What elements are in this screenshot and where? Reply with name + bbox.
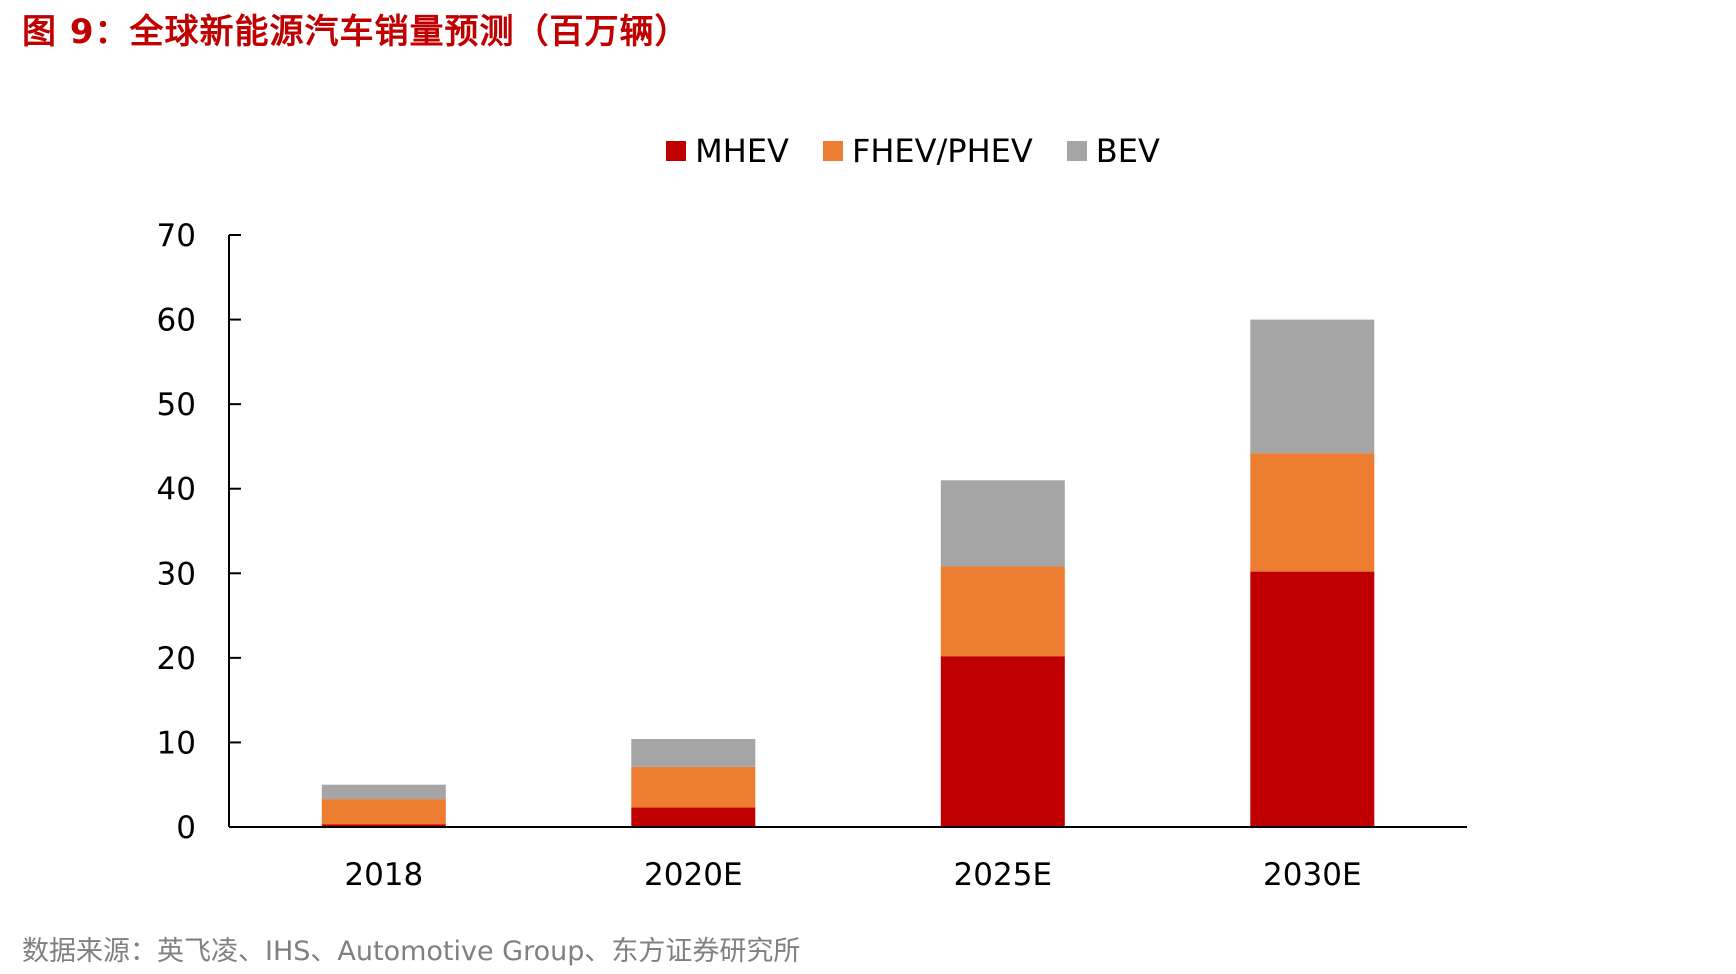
bar-bev-2020e — [631, 739, 756, 767]
legend-item-fhev-phev: FHEV/PHEV — [822, 132, 1033, 170]
bar-mhev-2025e — [940, 656, 1065, 827]
bar-bev-2025e — [940, 480, 1065, 567]
y-tick-label: 10 — [157, 725, 196, 761]
bar-bev-2030e — [1250, 319, 1375, 454]
y-tick-label: 40 — [157, 472, 196, 508]
bar-fhev-phev-2018 — [321, 799, 446, 825]
bar-fhev-phev-2030e — [1250, 453, 1375, 572]
x-tick-label: 2025E — [954, 857, 1052, 893]
legend-swatch-bev — [1066, 141, 1087, 161]
y-tick-label: 20 — [157, 641, 196, 677]
x-tick-label: 2030E — [1263, 857, 1361, 893]
bar-fhev-phev-2025e — [940, 566, 1065, 657]
y-tick-label: 30 — [157, 556, 196, 592]
bar-mhev-2018 — [321, 824, 446, 827]
x-tick-label: 2018 — [344, 857, 423, 893]
y-tick-label: 70 — [157, 218, 196, 254]
legend-label-mhev: MHEV — [695, 132, 789, 170]
bar-mhev-2020e — [631, 807, 756, 827]
bar-bev-2018 — [321, 784, 446, 800]
figure-title: 图 9：全球新能源汽车销量预测（百万辆） — [22, 12, 690, 52]
bar-fhev-phev-2020e — [631, 767, 756, 808]
y-tick-label: 50 — [157, 387, 196, 423]
legend-item-bev: BEV — [1066, 132, 1160, 170]
x-tick-label: 2020E — [644, 857, 742, 893]
bar-mhev-2030e — [1250, 571, 1375, 827]
data-source-note: 数据来源：英飞凌、IHS、Automotive Group、东方证券研究所 — [22, 936, 801, 967]
legend-swatch-fhev-phev — [822, 141, 843, 161]
y-tick-label: 0 — [176, 810, 196, 846]
legend-label-bev: BEV — [1095, 132, 1160, 170]
legend-item-mhev: MHEV — [666, 132, 789, 170]
legend-label-fhev-phev: FHEV/PHEV — [851, 132, 1033, 170]
chart-legend: MHEV FHEV/PHEV BEV — [0, 132, 1736, 170]
legend-swatch-mhev — [666, 141, 687, 161]
y-tick-label: 60 — [157, 303, 196, 339]
